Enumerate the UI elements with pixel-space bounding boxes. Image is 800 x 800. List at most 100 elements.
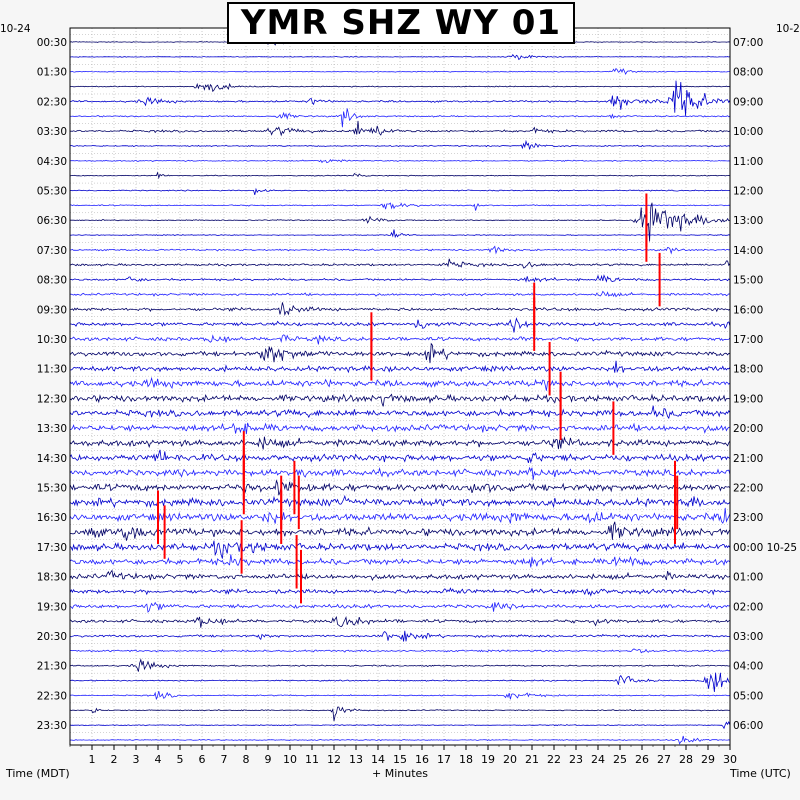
right-time-label: 22:00 [733, 483, 763, 495]
trace-line [69, 159, 731, 164]
right-time-label: 03:00 [733, 631, 763, 643]
left-axis-title: Time (MDT) [5, 767, 70, 780]
x-tick-label: 14 [371, 753, 385, 766]
left-time-label: 14:30 [37, 453, 67, 465]
x-tick-label: 26 [635, 753, 649, 766]
x-tick-label: 23 [569, 753, 583, 766]
left-time-label: 11:30 [37, 364, 67, 376]
x-tick-label: 12 [327, 753, 341, 766]
trace-line [69, 521, 731, 541]
trace-line [70, 229, 731, 239]
left-time-label: 16:30 [37, 512, 67, 524]
right-axis-title: Time (UTC) [729, 767, 791, 780]
x-tick-label: 7 [221, 753, 228, 766]
right-time-label: 05:00 [733, 690, 763, 702]
x-tick-label: 13 [349, 753, 363, 766]
right-time-label: 08:00 [733, 67, 763, 79]
trace-line [69, 449, 731, 464]
x-axis-title: + Minutes [372, 767, 428, 780]
right-time-label: 06:00 [733, 720, 763, 732]
left-time-label: 00:30 [37, 37, 67, 49]
trace-line [69, 672, 731, 692]
trace-line [69, 554, 731, 568]
left-date-label: 10-24 [0, 23, 31, 35]
trace-line [70, 317, 731, 333]
trace-line [69, 507, 731, 524]
left-time-label: 07:30 [37, 245, 67, 257]
right-time-label: 10:00 [733, 126, 763, 138]
x-tick-label: 1 [89, 753, 96, 766]
trace-line [69, 436, 731, 450]
trace-line [69, 706, 731, 722]
trace-line [69, 735, 731, 745]
left-time-label: 09:30 [37, 304, 67, 316]
trace-line [69, 405, 731, 420]
x-tick-label: 18 [459, 753, 473, 766]
trace-line [69, 494, 731, 509]
trace-line [69, 120, 731, 137]
x-tick-label: 5 [177, 753, 184, 766]
x-tick-label: 4 [155, 753, 162, 766]
x-tick-label: 9 [265, 753, 272, 766]
x-tick-label: 29 [701, 753, 715, 766]
trace-line [69, 171, 731, 180]
trace-line [69, 540, 731, 559]
left-time-label: 04:30 [37, 156, 67, 168]
trace-line [69, 139, 731, 150]
left-time-label: 03:30 [37, 126, 67, 138]
x-tick-label: 27 [657, 753, 671, 766]
left-time-label: 12:30 [37, 393, 67, 405]
trace-line [69, 334, 731, 345]
trace-line [69, 648, 731, 654]
right-time-label: 19:00 [733, 393, 763, 405]
x-tick-label: 28 [679, 753, 693, 766]
trace-line [69, 479, 731, 496]
right-time-label: 15:00 [733, 275, 763, 287]
left-time-label: 05:30 [37, 186, 67, 198]
x-tick-label: 22 [547, 753, 561, 766]
right-time-label: 20:00 [733, 423, 763, 435]
left-time-label: 17:30 [37, 542, 67, 554]
x-tick-label: 16 [415, 753, 429, 766]
x-tick-label: 21 [525, 753, 539, 766]
x-tick-label: 3 [133, 753, 140, 766]
right-time-label: 01:00 [733, 572, 763, 584]
left-time-label: 13:30 [37, 423, 67, 435]
x-tick-label: 25 [613, 753, 627, 766]
right-time-label: 17:00 [733, 334, 763, 346]
trace-line [69, 274, 731, 283]
right-time-label: 13:00 [733, 215, 763, 227]
x-tick-label: 15 [393, 753, 407, 766]
right-time-label: 18:00 [733, 364, 763, 376]
right-time-label: 00:00 10-25 [733, 542, 797, 554]
x-tick-label: 10 [283, 753, 297, 766]
trace-line [69, 302, 731, 317]
right-time-label: 07:00 [733, 37, 763, 49]
chart-title: YMR SHZ WY 01 [227, 2, 575, 44]
right-time-label: 23:00 [733, 512, 763, 524]
x-tick-label: 30 [723, 753, 737, 766]
x-tick-label: 2 [111, 753, 118, 766]
right-date-label: 10-2 [776, 23, 800, 35]
right-time-label: 16:00 [733, 304, 763, 316]
right-time-label: 02:00 [733, 601, 763, 613]
trace-line [69, 587, 731, 597]
trace-line [69, 601, 731, 613]
trace-line [70, 691, 731, 700]
trace-line [69, 53, 731, 61]
trace-line [69, 422, 731, 435]
trace-line [69, 290, 731, 298]
x-tick-label: 24 [591, 753, 605, 766]
left-time-label: 21:30 [37, 661, 67, 673]
trace-line [69, 108, 731, 128]
left-time-label: 19:30 [37, 601, 67, 613]
x-tick-label: 11 [305, 753, 319, 766]
left-time-label: 10:30 [37, 334, 67, 346]
trace-line [69, 80, 731, 116]
left-time-label: 18:30 [37, 572, 67, 584]
left-time-label: 15:30 [37, 483, 67, 495]
trace-line [69, 393, 731, 407]
trace-line [69, 187, 731, 196]
left-time-label: 20:30 [37, 631, 67, 643]
trace-line [69, 658, 731, 672]
